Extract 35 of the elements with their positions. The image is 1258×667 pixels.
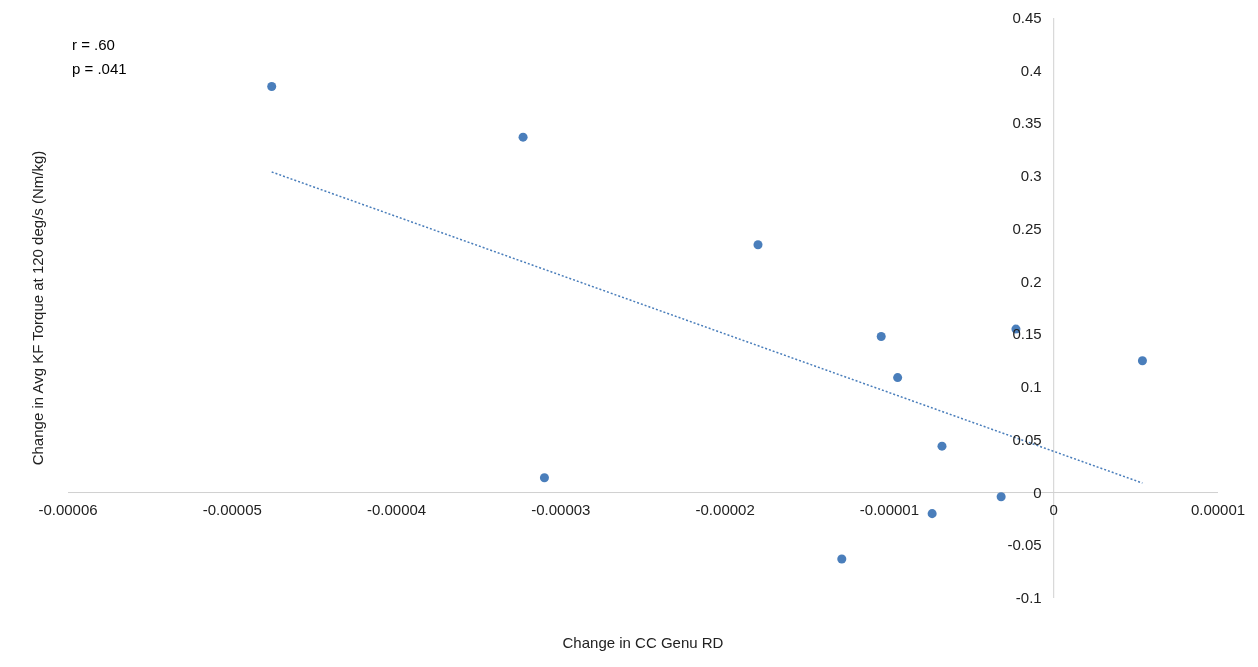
point: [876, 331, 886, 341]
y-tick-label: -0.05: [1007, 536, 1042, 554]
y-tick-label: 0: [1033, 483, 1042, 501]
x-tick-label: -0.00002: [695, 500, 755, 518]
point: [267, 82, 277, 92]
point: [518, 132, 528, 142]
y-tick-label: 0.3: [1020, 167, 1042, 185]
point: [937, 441, 947, 451]
x-tick-label: -0.00001: [859, 500, 920, 518]
y-tick-label: 0.35: [1012, 114, 1042, 132]
y-tick-label: 0.45: [1012, 9, 1042, 26]
y-tick-label: -0.1: [1015, 589, 1042, 606]
annotation: r = .60: [72, 36, 115, 53]
y-tick-label: 0.05: [1012, 430, 1042, 448]
annotation: p = .041: [72, 60, 127, 77]
x-tick-label: -0.00004: [366, 500, 427, 518]
point: [927, 509, 937, 519]
x-axis-title: Change in CC Genu RD: [562, 634, 724, 651]
y-tick-label: 0.15: [1012, 325, 1042, 343]
point: [996, 492, 1006, 502]
x-tick-label: 0: [1049, 500, 1058, 518]
y-tick-label: 0.2: [1020, 272, 1042, 290]
x-tick-label: -0.00006: [38, 500, 98, 518]
y-tick-label: 0.4: [1020, 61, 1042, 79]
x-tick-label: 0.00001: [1190, 500, 1246, 518]
y-axis-title: Change in Avg KF Torque at 120 deg/s (Nm/kg): [29, 150, 47, 466]
x-tick-label: -0.00005: [202, 500, 262, 518]
y-tick-label: 0.25: [1012, 219, 1042, 237]
point: [837, 554, 847, 564]
x-tick-label: -0.00003: [531, 500, 591, 518]
point: [753, 240, 763, 250]
point: [1137, 356, 1147, 366]
point: [539, 473, 549, 483]
point: [893, 373, 903, 383]
y-tick-label: 0.1: [1020, 378, 1042, 396]
